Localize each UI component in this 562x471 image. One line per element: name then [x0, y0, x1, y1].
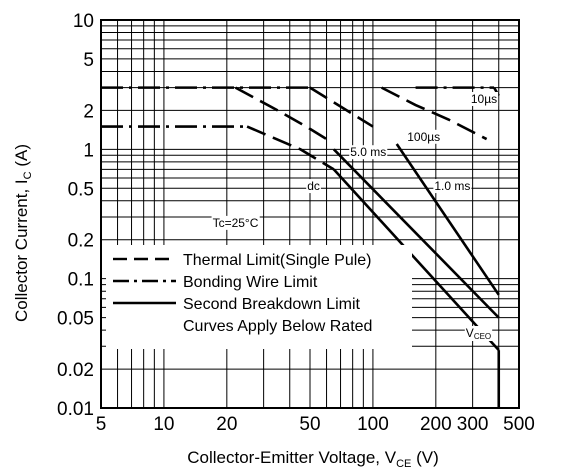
annotation-label: VCEO [466, 326, 491, 341]
x-tick-label: 20 [216, 414, 237, 435]
y-tick-label: 0.1 [68, 270, 94, 291]
legend-entry-label: Curves Apply Below Rated [183, 318, 372, 335]
legend-entry-label: Thermal Limit(Single Pule) [183, 252, 372, 269]
annotation-label: Tc=25°C [213, 216, 259, 230]
y-tick-label: 0.05 [57, 309, 94, 330]
x-tick-label: 10 [153, 414, 174, 435]
curve-annotation: 100µs [406, 129, 442, 144]
curve-annotations: 10µs 100µs 5.0 ms 1.0 ms dc Tc=25°C VCEO [211, 92, 499, 342]
y-tick-label: 0.01 [57, 399, 94, 420]
y-tick-label: 0.5 [68, 179, 94, 200]
annotation-background [306, 179, 321, 194]
annotation-label: 10µs [471, 92, 497, 106]
y-tick-label: 5 [83, 50, 94, 71]
curve-annotation: dc [306, 179, 321, 194]
x-tick-label: 50 [299, 414, 320, 435]
annotation-background [433, 179, 472, 194]
y-tick-label: 2 [83, 101, 94, 122]
y-tick-labels: 0.01 0.02 0.05 0.1 0.2 0.5 1 2 5 10 [57, 11, 94, 420]
curve-annotation: 5.0 ms [349, 145, 388, 160]
x-tick-label: 300 [457, 414, 489, 435]
annotation-label: 1.0 ms [434, 179, 470, 193]
x-tick-label: 200 [420, 414, 452, 435]
series-solid-8 [332, 168, 500, 352]
plot-frame [100, 19, 520, 409]
series-solid-9 [332, 148, 500, 319]
legend-entry-label: Second Breakdown Limit [183, 296, 361, 313]
annotation-label: 100µs [407, 130, 440, 144]
annotation-background [469, 92, 499, 106]
grid-lines [101, 20, 519, 408]
legend: Thermal Limit(Single Pule) Bonding Wire L… [106, 245, 412, 349]
y-tick-label: 10 [73, 11, 94, 32]
annotation-background [464, 326, 493, 342]
x-axis-label: Collector-Emitter Voltage, VCE (V) [187, 448, 438, 470]
y-axis-label: Collector Current, IC (A) [12, 144, 34, 322]
x-tick-labels: 5 10 20 50 100 200 300 500 [96, 414, 535, 435]
series-dashed-3 [309, 86, 374, 128]
x-tick-label: 5 [96, 414, 107, 435]
series-dashed-4 [246, 125, 335, 171]
y-tick-label: 1 [83, 140, 94, 161]
legend-background [106, 245, 412, 349]
curve-annotation: Tc=25°C [211, 215, 260, 230]
annotation-label: 5.0 ms [350, 145, 386, 159]
series-dashed-6 [380, 86, 488, 141]
annotation-label: dc [307, 179, 320, 193]
annotation-background [406, 129, 442, 144]
legend-entry-label: Bonding Wire Limit [183, 274, 318, 291]
x-tick-label: 100 [357, 414, 389, 435]
x-tick-label: 500 [503, 414, 535, 435]
curve-lines [101, 86, 501, 408]
series-dashed-5 [234, 86, 328, 141]
curve-annotation: 1.0 ms [433, 179, 472, 194]
y-tick-label: 0.2 [68, 231, 94, 252]
annotation-background [211, 215, 260, 230]
series-solid-10 [395, 143, 500, 296]
curve-annotation: 10µs [469, 92, 499, 106]
y-tick-label: 0.02 [57, 360, 94, 381]
annotation-background [349, 145, 388, 160]
curve-annotation: VCEO [464, 326, 493, 342]
